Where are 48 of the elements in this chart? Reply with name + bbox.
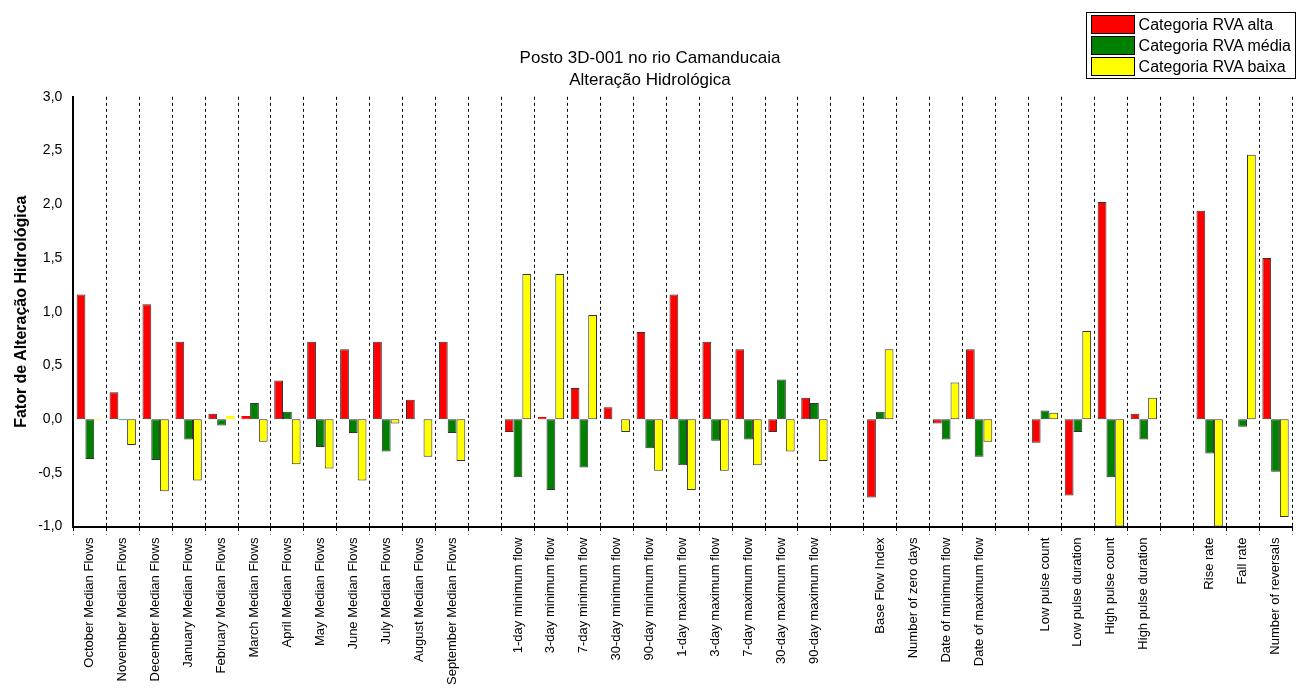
y-tick-label: 0,5 <box>42 356 63 373</box>
legend-label: Categoria RVA baixa <box>1138 57 1286 76</box>
x-tick-label: March Median Flows <box>246 537 262 658</box>
y-axis-title: Fator de Alteração Hidrológica <box>12 195 30 428</box>
x-tick-label: December Median Flows <box>147 537 163 682</box>
y-tick-label: -0,5 <box>38 463 63 480</box>
chart-subtitle: Alteração Hidrológica <box>569 70 732 90</box>
x-tick-label: Date of minimum flow <box>937 536 953 663</box>
x-tick-label: Low pulse count <box>1036 537 1052 632</box>
x-tick-label: Number of reversals <box>1267 537 1283 655</box>
x-tick-label: 1-day minimum flow <box>509 537 525 654</box>
x-tick-label: High pulse count <box>1102 537 1118 635</box>
x-tick-label: 3-day minimum flow <box>542 537 558 654</box>
x-tick-label: Number of zero days <box>904 537 920 659</box>
x-tick-label: Rise rate <box>1201 537 1217 590</box>
x-tick-label: Base Flow Index <box>871 537 887 634</box>
x-tick-label: 3-day maximum flow <box>707 537 723 657</box>
y-tick-label: 3,0 <box>42 87 63 104</box>
y-tick-label: 0,0 <box>42 410 63 427</box>
chart-title: Posto 3D-001 no rio Camanducaia <box>519 47 781 67</box>
legend-label: Categoria RVA alta <box>1138 15 1274 34</box>
x-tick-label: Date of maximum flow <box>970 536 986 667</box>
x-tick-label: Low pulse duration <box>1069 537 1085 647</box>
x-tick-label: Fall rate <box>1234 537 1250 585</box>
x-tick-label: November Median Flows <box>114 537 130 682</box>
x-tick-label: September Median Flows <box>443 537 459 686</box>
x-tick-label: June Median Flows <box>344 537 360 650</box>
x-tick-label: January Median Flows <box>180 537 196 668</box>
x-tick-label: High pulse duration <box>1135 537 1151 650</box>
x-tick-label: 30-day maximum flow <box>773 537 789 665</box>
x-tick-label: 90-day maximum flow <box>805 537 821 665</box>
x-tick-label: April Median Flows <box>278 537 294 648</box>
legend-label: Categoria RVA média <box>1138 36 1291 55</box>
y-tick-label: -1,0 <box>38 517 63 534</box>
x-tick-label: August Median Flows <box>410 537 426 662</box>
y-tick-label: 2,0 <box>42 195 63 212</box>
x-tick-label: February Median Flows <box>213 537 229 674</box>
x-tick-label: July Median Flows <box>377 537 393 645</box>
x-tick-label: 1-day maximum flow <box>674 537 690 657</box>
x-tick-label: 7-day minimum flow <box>575 537 591 654</box>
x-tick-label: October Median Flows <box>81 537 97 668</box>
y-tick-label: 1,5 <box>42 248 63 265</box>
x-tick-label: 7-day maximum flow <box>740 537 756 657</box>
y-tick-label: 2,5 <box>42 141 63 158</box>
x-tick-label: May Median Flows <box>311 537 327 646</box>
x-tick-label: 90-day minimum flow <box>641 537 657 661</box>
x-tick-label: 30-day minimum flow <box>608 537 624 661</box>
y-tick-label: 1,0 <box>42 302 63 319</box>
